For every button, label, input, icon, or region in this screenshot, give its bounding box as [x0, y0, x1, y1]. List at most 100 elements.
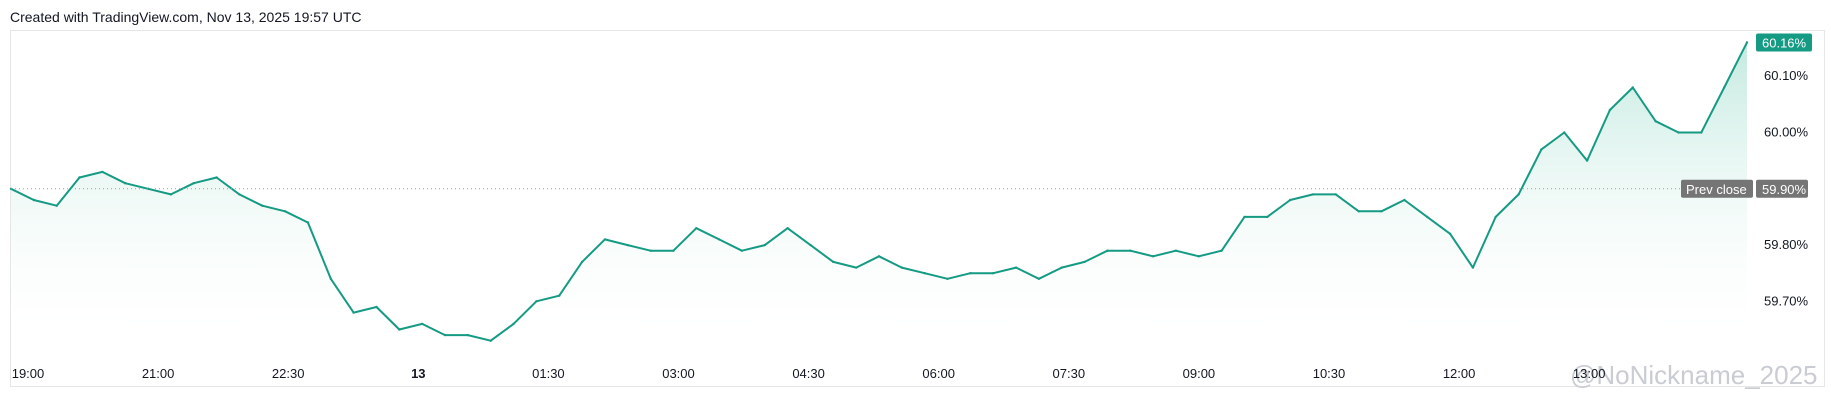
- data-point-50: [1151, 255, 1155, 258]
- data-point-21: [489, 339, 492, 342]
- data-point-68: [1563, 131, 1566, 134]
- series-area: [11, 42, 1747, 353]
- data-point-71: [1631, 86, 1635, 89]
- data-point-27: [626, 243, 629, 247]
- data-point-3: [78, 176, 81, 179]
- data-point-55: [1266, 215, 1269, 219]
- data-point-13: [306, 221, 310, 224]
- data-point-40: [923, 272, 926, 275]
- x-tick-label: 07:30: [1053, 366, 1086, 381]
- data-point-26: [603, 238, 607, 241]
- data-point-12: [283, 210, 287, 213]
- data-point-48: [1106, 249, 1109, 252]
- data-point-31: [717, 238, 721, 241]
- data-point-73: [1677, 131, 1680, 134]
- data-point-56: [1289, 198, 1292, 202]
- data-point-19: [443, 333, 447, 337]
- data-point-8: [192, 182, 195, 185]
- x-tick-label: 03:00: [662, 366, 695, 381]
- chart-caption: Created with TradingView.com, Nov 13, 20…: [10, 9, 362, 25]
- data-point-41: [946, 277, 949, 280]
- data-point-76: [1745, 41, 1749, 44]
- data-point-38: [877, 255, 881, 258]
- data-point-72: [1654, 120, 1657, 123]
- data-point-34: [786, 227, 789, 230]
- data-point-20: [466, 333, 469, 337]
- x-tick-label: 13: [411, 366, 425, 381]
- data-point-39: [900, 266, 903, 269]
- prev-close-label: Prev close: [1686, 182, 1747, 197]
- data-point-5: [124, 182, 127, 185]
- y-tick-label: 59.80%: [1764, 237, 1809, 252]
- data-point-60: [1380, 210, 1383, 213]
- data-point-65: [1494, 215, 1497, 219]
- data-point-51: [1174, 249, 1178, 252]
- y-tick-label: 60.10%: [1764, 68, 1809, 83]
- data-point-32: [740, 249, 744, 252]
- data-point-33: [763, 243, 766, 247]
- data-point-28: [649, 249, 652, 252]
- data-point-36: [832, 260, 835, 264]
- x-tick-label: 01:30: [532, 366, 565, 381]
- last-value-label: 60.16%: [1762, 35, 1807, 50]
- data-point-43: [992, 272, 995, 275]
- data-point-15: [352, 311, 355, 314]
- data-point-16: [375, 305, 378, 309]
- data-point-23: [535, 300, 538, 303]
- last-value-badge: [1756, 33, 1812, 52]
- x-tick-label: 22:30: [272, 366, 305, 381]
- x-tick-label: 13:00: [1573, 366, 1606, 381]
- data-point-1: [32, 198, 35, 202]
- data-point-14: [329, 277, 332, 280]
- y-tick-label: 59.70%: [1764, 293, 1809, 308]
- x-tick-label: 09:00: [1183, 366, 1216, 381]
- data-point-7: [169, 193, 173, 196]
- data-point-18: [421, 322, 424, 326]
- data-point-6: [146, 187, 150, 190]
- data-point-37: [855, 266, 858, 269]
- x-tick-label: 19:00: [12, 366, 45, 381]
- data-point-75: [1723, 86, 1726, 89]
- y-tick-label: 60.00%: [1764, 124, 1809, 139]
- data-point-49: [1129, 249, 1132, 252]
- data-point-74: [1700, 131, 1703, 134]
- data-point-35: [809, 243, 812, 247]
- data-point-47: [1083, 260, 1086, 264]
- y-axis: 60.10% 60.00% 59.80% 59.70% Prev close 59.90%…: [1681, 33, 1812, 308]
- data-point-30: [695, 227, 698, 230]
- data-point-44: [1014, 266, 1018, 269]
- data-point-24: [558, 294, 561, 297]
- prev-close-value: 59.90%: [1762, 182, 1807, 197]
- watermark-text: @NoNickname_2025: [1570, 360, 1818, 390]
- x-axis: 19:00 21:00 22:30 13 01:30 03:00 04:30 06:00 07:…: [12, 366, 1606, 381]
- data-point-25: [580, 260, 584, 264]
- data-point-4: [101, 170, 104, 174]
- data-point-62: [1426, 215, 1429, 219]
- data-point-9: [215, 176, 218, 179]
- data-point-2: [55, 204, 58, 207]
- data-point-54: [1243, 215, 1246, 219]
- data-point-64: [1471, 266, 1475, 269]
- data-point-11: [261, 204, 264, 207]
- data-point-29: [672, 249, 675, 252]
- data-point-53: [1220, 249, 1223, 252]
- data-point-66: [1517, 193, 1520, 196]
- data-point-10: [238, 193, 241, 196]
- data-point-69: [1585, 159, 1589, 162]
- data-point-45: [1037, 277, 1041, 280]
- data-point-58: [1334, 193, 1338, 196]
- data-point-70: [1608, 108, 1612, 112]
- data-point-67: [1540, 148, 1543, 151]
- x-tick-label: 06:00: [922, 366, 955, 381]
- data-point-59: [1357, 210, 1360, 213]
- prev-close-badge: [1681, 179, 1753, 198]
- data-point-46: [1060, 266, 1063, 269]
- data-point-52: [1197, 255, 1201, 258]
- data-point-63: [1448, 232, 1452, 235]
- data-point-22: [512, 322, 515, 326]
- data-point-57: [1311, 193, 1315, 196]
- prev-close-value-badge: [1756, 179, 1808, 198]
- x-tick-label: 21:00: [142, 366, 175, 381]
- chart-frame: [10, 30, 1825, 387]
